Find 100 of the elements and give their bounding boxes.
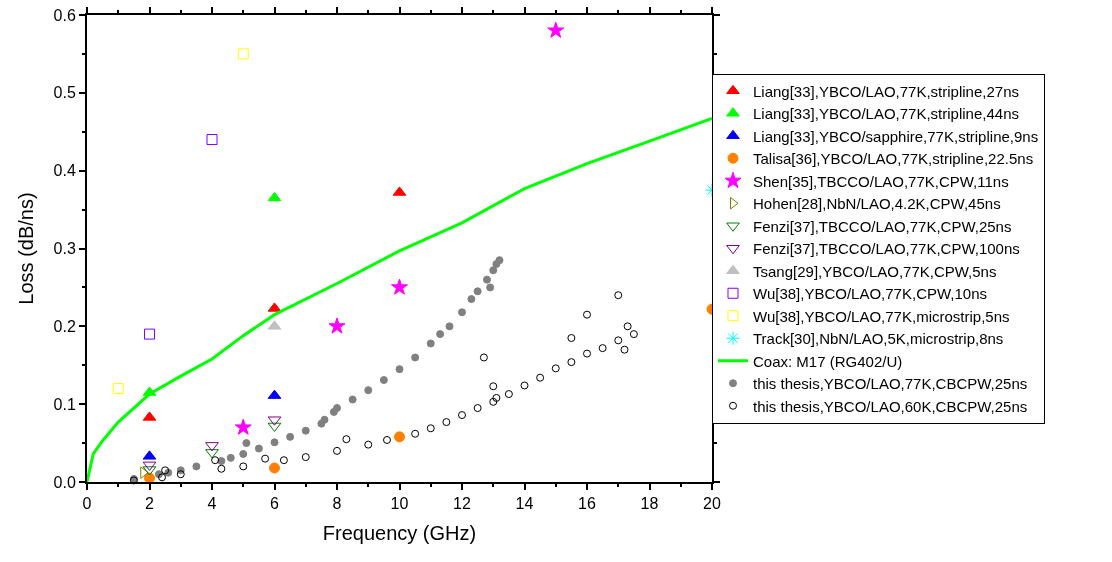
point (489, 382, 498, 391)
point (411, 429, 420, 438)
point (426, 339, 435, 348)
point (333, 404, 341, 413)
x-tick-label: 6 (270, 495, 280, 513)
x-tick-label: 4 (207, 495, 217, 513)
y-tick-label: 0.2 (53, 317, 76, 335)
point (348, 395, 357, 404)
point (391, 278, 408, 295)
point (301, 453, 310, 462)
legend-label: Hohen[28],NbN/LAO,4.2K,CPW,45ns (753, 195, 1001, 213)
point (217, 456, 226, 465)
point (567, 358, 576, 367)
y-tick-label: 0.4 (53, 162, 76, 180)
point (520, 381, 529, 390)
point (320, 415, 329, 424)
point (629, 330, 638, 339)
x-tick-label: 14 (515, 495, 534, 513)
point (486, 283, 495, 292)
x-tick-label: 8 (332, 495, 342, 513)
point (364, 386, 373, 395)
legend-label: Liang[33],YBCO/LAO,77K,stripline,27ns (753, 82, 1019, 100)
point (239, 462, 248, 471)
point (270, 438, 279, 447)
legend-label: Fenzi[37],TBCCO/LAO,77K,CPW,25ns (753, 217, 1012, 235)
line-series (87, 117, 712, 482)
point (394, 431, 405, 443)
point (489, 397, 498, 406)
point (328, 317, 346, 334)
point (269, 462, 280, 474)
legend-label: Coax: M17 (RG402/U) (753, 352, 903, 370)
legend-label: Wu[38],YBCO/LAO,77K,microstrip,5ns (753, 307, 1010, 325)
point (492, 393, 501, 402)
point (551, 364, 560, 373)
x-tick-label: 12 (453, 495, 471, 513)
x-tick-label: 2 (145, 495, 155, 513)
point (242, 439, 251, 448)
legend-label: this thesis,YBCO/LAO,60K,CBCPW,25ns (753, 397, 1028, 415)
legend-label: Liang[33],YBCO/sapphire,77K,stripline,9ns (753, 127, 1039, 145)
x-tick-label: 20 (703, 495, 721, 513)
legend-label: this thesis,YBCO/LAO,77K,CBCPW,25ns (753, 375, 1028, 393)
point (458, 411, 466, 420)
point (226, 453, 235, 462)
legend-label: Shen[35],TBCCO/LAO,77K,CPW,11ns (753, 172, 1009, 190)
point (411, 353, 420, 362)
y-axis-title: Loss (dB/ns) (14, 192, 37, 305)
legend-label: Liang[33],YBCO/LAO,77K,stripline,44ns (753, 105, 1019, 123)
point (239, 449, 248, 458)
point (192, 462, 201, 471)
legend-label: Talisa[36],YBCO/LAO,77K,stripline,22.5ns (753, 150, 1034, 168)
point (583, 310, 591, 319)
point (206, 134, 218, 146)
y-tick-label: 0.5 (53, 84, 76, 102)
legend-label: Tsang[29],YBCO/LAO,77K,CPW,5ns (753, 262, 997, 280)
point (234, 418, 252, 435)
point (301, 426, 310, 435)
point (205, 449, 219, 459)
point (158, 473, 166, 482)
legend-label: Fenzi[37],TBCCO/LAO,77K,CPW,100ns (753, 240, 1020, 258)
point (504, 390, 513, 399)
legend-label: Wu[38],YBCO/LAO,77K,CPW,10ns (753, 285, 987, 303)
point (112, 383, 124, 395)
point (567, 334, 576, 343)
point (333, 446, 341, 455)
point (458, 308, 466, 317)
x-tick-label: 10 (390, 495, 409, 513)
point (342, 435, 351, 444)
point (254, 444, 263, 453)
x-tick-label: 0 (82, 495, 92, 513)
point (623, 322, 632, 331)
x-axis-title: Frequency (GHz) (322, 522, 477, 545)
point (483, 275, 491, 284)
point (495, 256, 504, 265)
point (614, 291, 623, 300)
point (211, 456, 220, 465)
point (176, 470, 185, 479)
x-tick-label: 16 (578, 495, 596, 513)
point (547, 21, 565, 38)
point (217, 464, 226, 473)
y-tick-label: 0.3 (53, 240, 76, 258)
y-tick-label: 0.6 (53, 6, 76, 24)
point (395, 365, 404, 374)
point (286, 432, 295, 441)
point (467, 295, 476, 304)
legend-label: Track[30],NbN/LAO,5K,microstrip,8ns (753, 330, 1004, 348)
point (237, 48, 249, 60)
point (473, 404, 482, 413)
point (583, 349, 591, 358)
point (144, 328, 155, 340)
point (383, 435, 391, 444)
point (614, 336, 623, 345)
point (267, 191, 282, 202)
point (442, 418, 451, 427)
point (379, 376, 388, 385)
point (205, 442, 219, 452)
point (536, 373, 545, 382)
point (473, 287, 482, 296)
point (620, 345, 629, 354)
point (426, 424, 435, 433)
point (436, 330, 445, 339)
